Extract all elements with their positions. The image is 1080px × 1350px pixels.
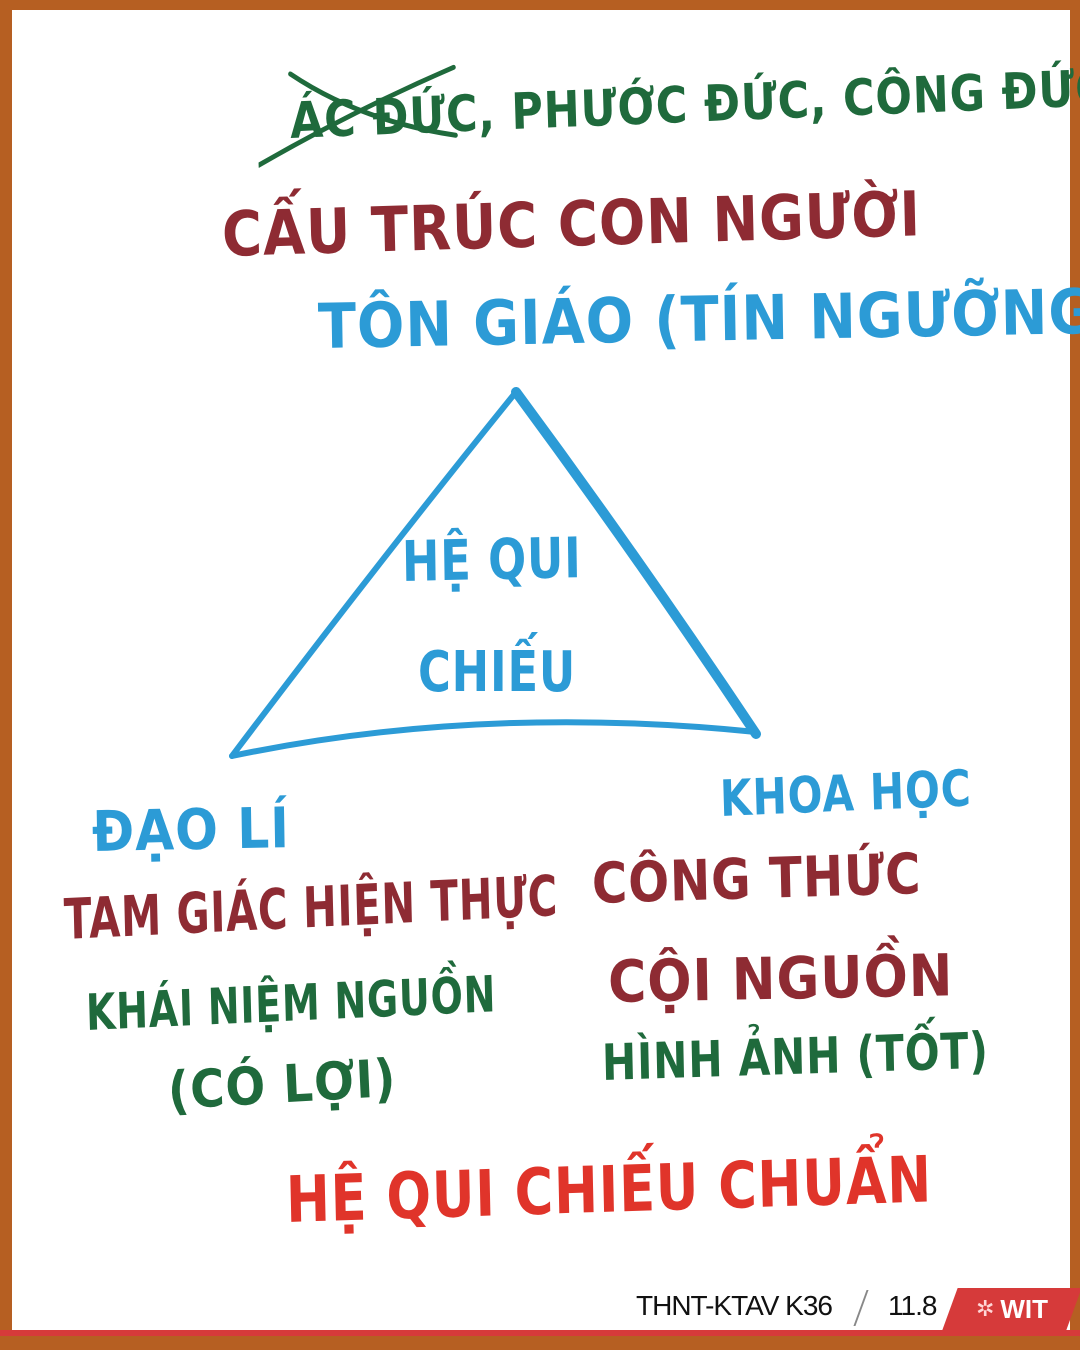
footer-divider	[853, 1290, 868, 1326]
center-line-2: CHIẾU	[418, 640, 576, 705]
right-line-1: CÔNG THỨC	[591, 842, 922, 917]
religion-label: TÔN GIÁO (TÍN NGƯỠNG)	[317, 274, 1080, 363]
course-code: THNT-KTAV K36	[636, 1290, 832, 1322]
right-line-3: HÌNH ẢNH (TỐT)	[601, 1022, 989, 1092]
sun-icon: ✲	[976, 1297, 994, 1322]
slide-footer: THNT-KTAV K36 11.8 ✲ WIT	[0, 1284, 1080, 1340]
slide-number: 11.8	[888, 1290, 936, 1322]
struck-term: ÁC ĐỨC	[289, 84, 479, 150]
wit-logo: ✲ WIT	[942, 1288, 1080, 1330]
left-corner-label: ĐẠO LÍ	[91, 796, 290, 865]
struck-term-text: ÁC ĐỨC	[289, 84, 479, 150]
logo-text: WIT	[1000, 1294, 1048, 1325]
center-line-1: HỆ QUI	[402, 526, 583, 595]
footer-rule	[0, 1330, 1080, 1336]
right-line-2: CỘI NGUỒN	[607, 941, 953, 1016]
right-corner-label: KHOA HỌC	[719, 759, 972, 828]
